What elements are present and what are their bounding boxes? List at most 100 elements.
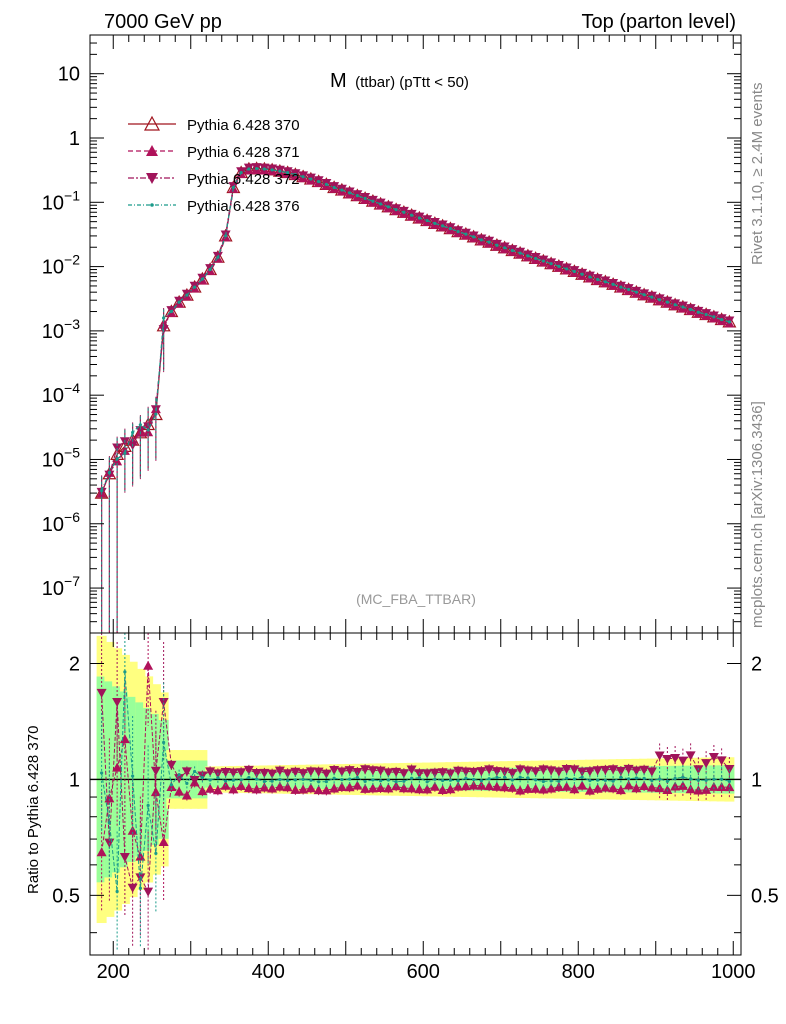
ratio-point-376 xyxy=(689,777,693,781)
series-line-2 xyxy=(101,169,730,494)
y-tick-label: 1 xyxy=(69,128,80,150)
ratio-point-372 xyxy=(267,769,278,779)
ratio-point-372 xyxy=(228,768,239,778)
ratio-point-372 xyxy=(158,697,169,707)
ratio-point-371 xyxy=(329,783,340,793)
ratio-point-376 xyxy=(255,777,259,781)
ratio-point-372 xyxy=(484,765,495,775)
ratio-point-372 xyxy=(282,769,293,779)
ratio-point-376 xyxy=(417,776,421,780)
chart-title: M (ttbar) (pTtt < 50) xyxy=(330,70,469,92)
ratio-point-371 xyxy=(414,784,425,794)
ratio-point-371 xyxy=(228,784,239,794)
ratio-point-372 xyxy=(584,767,595,777)
ratio-point-371 xyxy=(166,782,177,792)
point-376 xyxy=(681,305,685,309)
point-376 xyxy=(348,191,352,195)
ratio-point-371 xyxy=(491,781,502,791)
ratio-point-371 xyxy=(429,781,440,791)
ratio-point-372 xyxy=(639,765,650,775)
point-376 xyxy=(487,240,491,244)
ratio-point-372 xyxy=(654,751,665,761)
point-376 xyxy=(270,168,274,172)
ratio-point-372 xyxy=(708,752,719,762)
ratio-point-371 xyxy=(670,781,681,791)
ratio-point-376 xyxy=(193,769,197,774)
ratio-point-371 xyxy=(499,782,510,792)
ratio-point-372 xyxy=(344,766,355,776)
ratio-y-tick-label: 1 xyxy=(69,769,80,791)
point-376 xyxy=(696,310,700,314)
ratio-point-371 xyxy=(298,784,309,794)
ratio-point-371 xyxy=(577,780,588,790)
ratio-point-371 xyxy=(251,784,262,794)
y-tick-exponent: −6 xyxy=(64,509,80,525)
ratio-point-372 xyxy=(546,766,557,776)
point-376 xyxy=(588,275,592,279)
ratio-point-376 xyxy=(363,779,367,784)
point-376 xyxy=(603,280,607,284)
ratio-point-372 xyxy=(119,852,130,862)
ratio-y-ticks: 0.5 0.5 1 1 2 2 xyxy=(52,653,779,934)
point-376 xyxy=(224,234,228,238)
ratio-point-372 xyxy=(445,769,456,779)
point-376 xyxy=(549,262,553,266)
ratio-point-376 xyxy=(386,778,390,782)
ratio-point-376 xyxy=(503,775,507,779)
ratio-point-371 xyxy=(631,783,642,793)
ratio-point-372 xyxy=(383,768,394,778)
point-376 xyxy=(495,243,499,247)
ratio-point-372 xyxy=(375,766,386,776)
ratio-point-371 xyxy=(422,784,433,794)
ratio-point-376 xyxy=(107,821,111,825)
point-376 xyxy=(363,196,367,200)
ratio-y-tick-label: 0.5 xyxy=(52,885,80,907)
point-376 xyxy=(627,287,631,292)
ratio-point-376 xyxy=(681,775,685,779)
point-376 xyxy=(572,269,576,274)
point-376 xyxy=(169,309,173,314)
ratio-point-371 xyxy=(290,784,301,794)
point-376 xyxy=(402,210,406,214)
point-376 xyxy=(611,282,615,286)
ratio-point-376 xyxy=(317,780,321,784)
point-376 xyxy=(634,290,638,294)
ratio-point-371 xyxy=(143,660,154,670)
ratio-point-371 xyxy=(313,785,324,795)
ratio-point-376 xyxy=(665,779,669,783)
point-376 xyxy=(441,224,445,228)
ratio-point-371 xyxy=(344,782,355,792)
ratio-point-376 xyxy=(278,777,282,782)
point-376 xyxy=(262,167,266,171)
ratio-point-376 xyxy=(371,778,375,782)
point-376 xyxy=(340,188,344,192)
point-376 xyxy=(673,303,677,307)
ratio-point-371 xyxy=(212,785,223,795)
point-376 xyxy=(503,246,507,250)
ratio-point-371 xyxy=(716,781,727,791)
point-376 xyxy=(200,277,204,281)
ratio-point-376 xyxy=(138,886,142,890)
ratio-point-376 xyxy=(565,776,569,780)
legend-marker xyxy=(146,173,158,184)
ratio-point-372 xyxy=(274,766,285,776)
y-tick-base: 10 xyxy=(42,578,64,600)
y-tick-exponent: −3 xyxy=(64,316,80,332)
ratio-point-372 xyxy=(251,769,262,779)
ratio-point-372 xyxy=(189,776,200,786)
ratio-point-371 xyxy=(96,847,107,857)
ratio-point-372 xyxy=(716,756,727,766)
ratio-point-376 xyxy=(634,776,638,780)
ratio-point-376 xyxy=(185,781,189,785)
x-tick-label: 400 xyxy=(252,961,285,983)
ratio-point-371 xyxy=(375,783,386,793)
ratio-point-372 xyxy=(685,751,696,761)
ratio-point-376 xyxy=(247,775,251,780)
ratio-point-376 xyxy=(495,775,499,780)
ratio-point-372 xyxy=(600,765,611,775)
ratio-point-376 xyxy=(712,777,716,781)
point-376 xyxy=(239,170,243,175)
ratio-point-372 xyxy=(453,766,464,776)
ratio-point-371 xyxy=(406,783,417,793)
